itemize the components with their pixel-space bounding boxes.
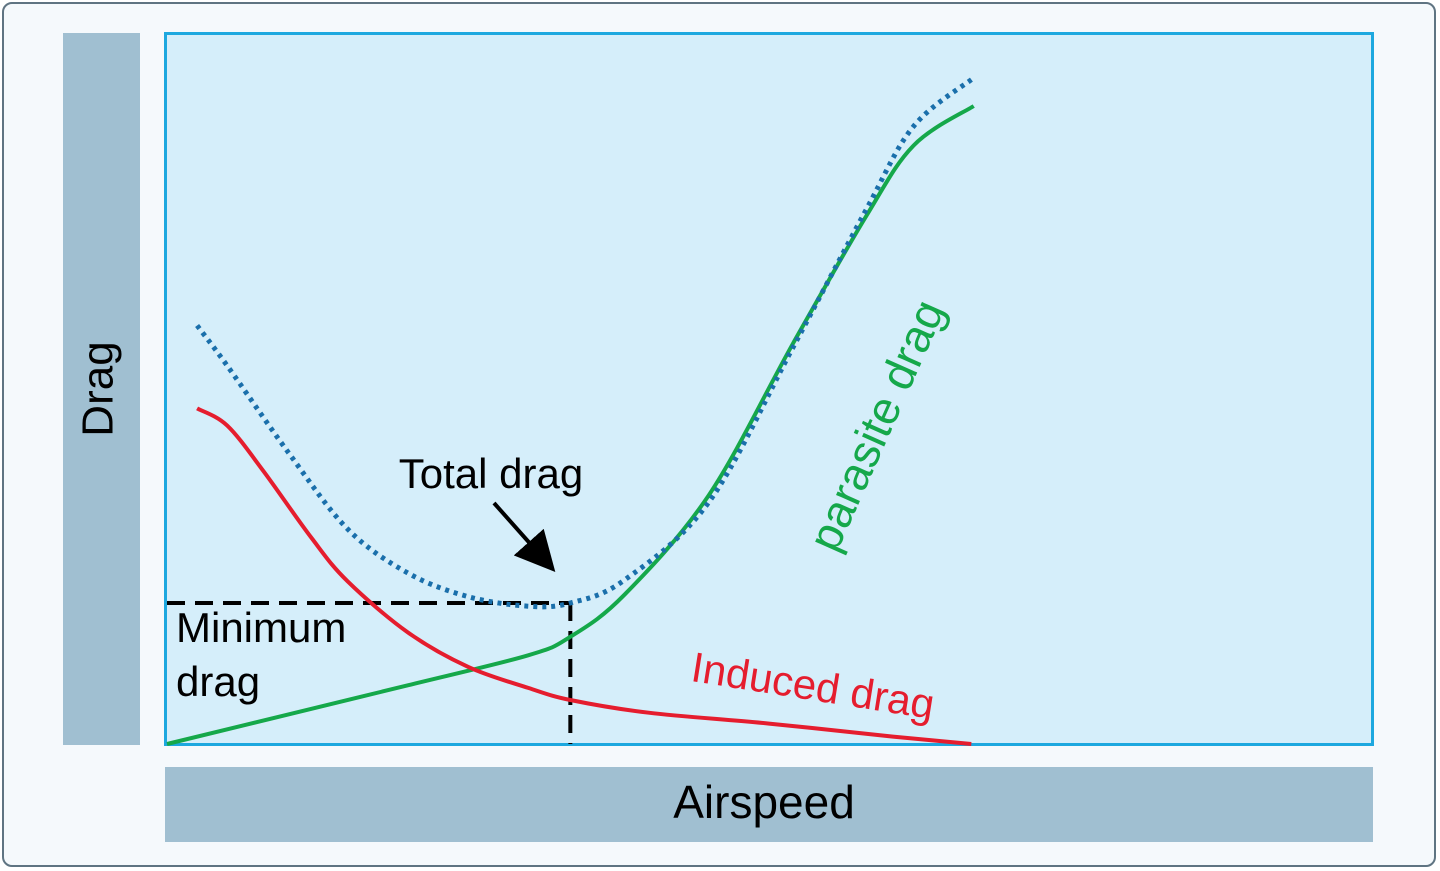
total-drag-arrow xyxy=(492,501,556,572)
y-axis-label: Drag xyxy=(74,341,123,436)
x-axis-label-bar xyxy=(165,767,1373,842)
series-layer xyxy=(166,75,976,746)
minimum-drag-annotation-line1: Minimum xyxy=(176,604,346,651)
series-line-parasite-drag xyxy=(166,104,975,746)
series-line-total-drag xyxy=(195,75,976,610)
total-drag-annotation: Total drag xyxy=(399,450,583,497)
minimum-drag-annotation-line2: drag xyxy=(176,658,260,705)
y-axis-label-bar xyxy=(63,33,140,745)
series-line-induced-drag xyxy=(196,406,972,746)
parasite-drag-label: parasite drag xyxy=(798,292,955,558)
induced-drag-label: Induced drag xyxy=(688,643,938,728)
x-axis-label: Airspeed xyxy=(673,776,855,828)
